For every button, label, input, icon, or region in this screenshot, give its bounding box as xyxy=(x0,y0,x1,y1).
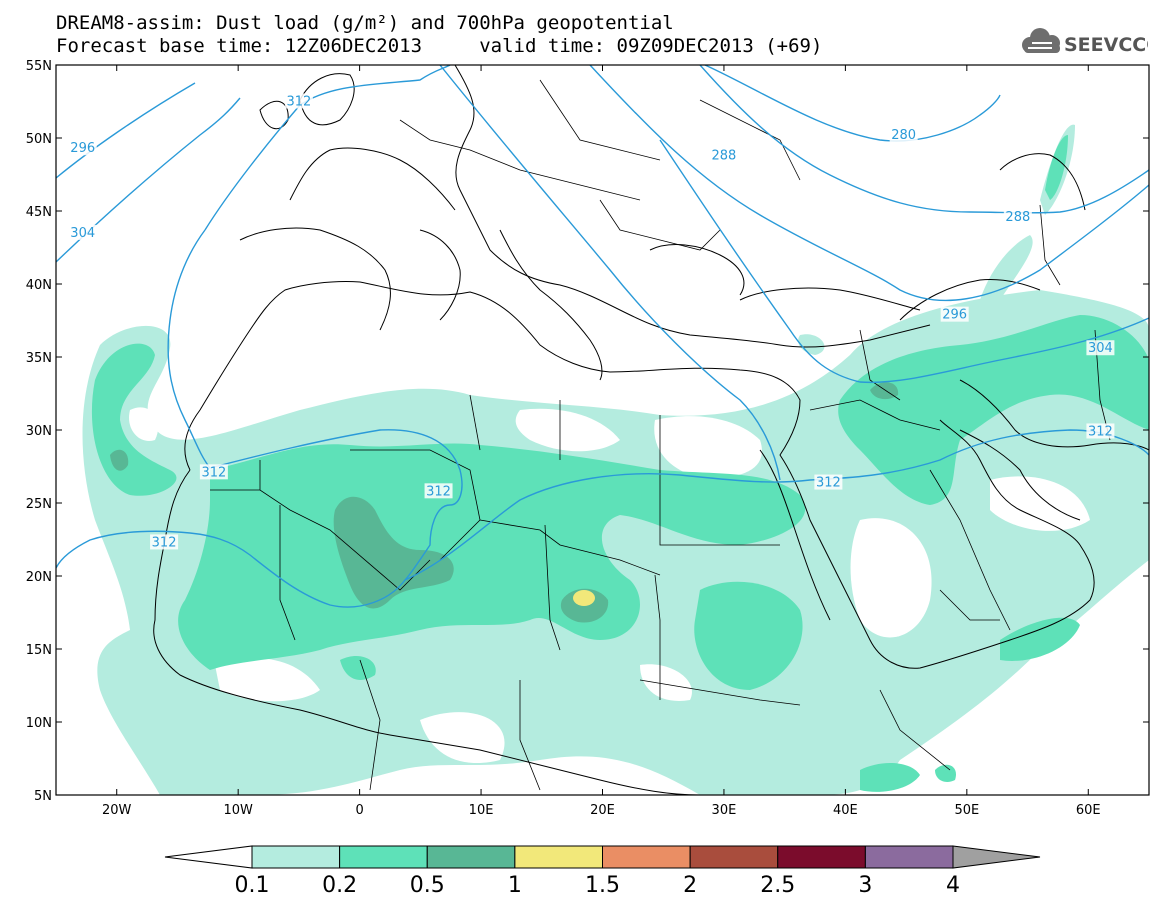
contour-label: 312 xyxy=(201,465,226,480)
contour-label-bg xyxy=(709,147,738,163)
colorbar-label: 3 xyxy=(858,873,872,898)
contour-label-bg xyxy=(814,474,843,490)
coastlines xyxy=(153,65,1149,795)
contour-label-bg xyxy=(68,224,97,240)
map-area: 296 304 312 288 280 288 296 304 312 312 312 312 312 xyxy=(56,65,1149,795)
contour-312-east xyxy=(404,429,1149,581)
contour-label-bg xyxy=(284,93,313,109)
colorbar-label: 0.2 xyxy=(322,873,357,898)
contour-288-east xyxy=(699,65,1149,214)
contour-label: 304 xyxy=(1088,341,1113,356)
lat-tick-label: 55N xyxy=(26,59,52,74)
lon-tick-label: 10E xyxy=(469,803,494,818)
lon-tick-label: 50E xyxy=(954,803,979,818)
colorbar-swatch xyxy=(514,845,603,869)
contour-304-mid xyxy=(439,65,781,481)
colorbar-label: 1 xyxy=(508,873,522,898)
contour-label-bg xyxy=(940,306,969,322)
lat-tick-label: 15N xyxy=(26,643,52,658)
geopotential-contours xyxy=(56,65,1149,608)
contour-label: 312 xyxy=(426,484,451,499)
contour-label-bg xyxy=(424,483,453,499)
forecast-times: Forecast base time: 12Z06DEC2013 valid t… xyxy=(56,35,823,57)
contour-label: 312 xyxy=(286,95,311,110)
lat-tick-label: 20N xyxy=(26,570,52,585)
country-borders xyxy=(210,79,1111,791)
colorbar-swatch xyxy=(689,845,779,869)
contour-labels: 296 304 312 288 280 288 296 304 312 312 312 312 312 xyxy=(68,93,1115,550)
colorbar-label: 4 xyxy=(946,873,960,898)
contour-label: 312 xyxy=(1088,424,1113,439)
lat-tick-label: 25N xyxy=(26,497,52,512)
lon-tick-label: 0 xyxy=(355,803,363,818)
colorbar-low-triangle xyxy=(164,845,253,869)
colorbar-swatch xyxy=(777,845,866,869)
contour-label-bg xyxy=(1086,423,1115,439)
contour-label-bg xyxy=(1003,208,1032,224)
colorbar-swatch xyxy=(602,845,691,869)
colorbar: 0.1 0.2 0.5 1 1.5 2 2.5 3 4 xyxy=(164,845,1041,898)
contour-312-loop xyxy=(56,229,463,608)
contour-label: 312 xyxy=(816,476,841,491)
lon-tick-label: 40E xyxy=(833,803,858,818)
contour-label: 304 xyxy=(70,226,95,241)
axis-labels: 20W 10W 0 10E 20E 30E 40E 50E 60E 55N 50N 45N 40N 35N… xyxy=(26,59,1101,818)
contour-label: 296 xyxy=(70,141,95,156)
contour-296-west xyxy=(56,82,196,179)
contour-label: 288 xyxy=(1005,210,1030,225)
contour-label-bg xyxy=(1086,340,1115,356)
dust-shading-medium xyxy=(91,135,1149,792)
colorbar-swatch xyxy=(864,845,954,869)
cloud-icon xyxy=(1022,28,1060,53)
colorbar-swatch xyxy=(339,845,428,869)
colorbar-high-triangle xyxy=(952,845,1041,869)
colorbar-swatch xyxy=(251,845,341,869)
axis-ticks xyxy=(56,64,1149,796)
lat-tick-label: 5N xyxy=(34,789,52,804)
contour-label-bg xyxy=(150,534,179,550)
contour-label: 288 xyxy=(712,149,737,164)
lon-tick-label: 20E xyxy=(590,803,615,818)
seevccc-logo: SEEVCCC xyxy=(1018,24,1160,60)
contour-label: 296 xyxy=(942,308,967,323)
contour-304-east xyxy=(659,139,1149,384)
colorbar-label: 1.5 xyxy=(585,873,620,898)
lat-tick-label: 40N xyxy=(26,278,52,293)
dust-clear-areas xyxy=(129,257,1149,764)
colorbar-label: 2 xyxy=(683,873,697,898)
lon-tick-label: 10W xyxy=(223,803,253,818)
contour-label: 280 xyxy=(891,128,916,143)
lat-tick-label: 50N xyxy=(26,132,52,147)
lon-tick-label: 60E xyxy=(1076,803,1101,818)
dust-shading-peak xyxy=(573,590,595,606)
map-title: DREAM8-assim: Dust load (g/m²) and 700hP… xyxy=(56,12,674,34)
lat-tick-label: 45N xyxy=(26,205,52,220)
contour-label: 312 xyxy=(152,535,177,550)
colorbar-label: 0.1 xyxy=(235,873,270,898)
colorbar-swatch xyxy=(426,845,516,869)
lat-tick-label: 10N xyxy=(26,716,52,731)
lat-tick-label: 30N xyxy=(26,424,52,439)
lat-tick-label: 35N xyxy=(26,351,52,366)
contour-312-west xyxy=(204,65,451,231)
lon-tick-label: 30E xyxy=(712,803,737,818)
contour-280 xyxy=(704,65,1001,142)
logo-text: SEEVCCC xyxy=(1064,34,1148,56)
colorbar-label: 2.5 xyxy=(760,873,795,898)
lon-tick-label: 20W xyxy=(102,803,132,818)
contour-label-bg xyxy=(889,127,918,143)
colorbar-label: 0.5 xyxy=(410,873,445,898)
contour-label-bg xyxy=(199,464,228,480)
contour-label-bg xyxy=(68,140,97,156)
contour-296-east xyxy=(589,65,1149,302)
